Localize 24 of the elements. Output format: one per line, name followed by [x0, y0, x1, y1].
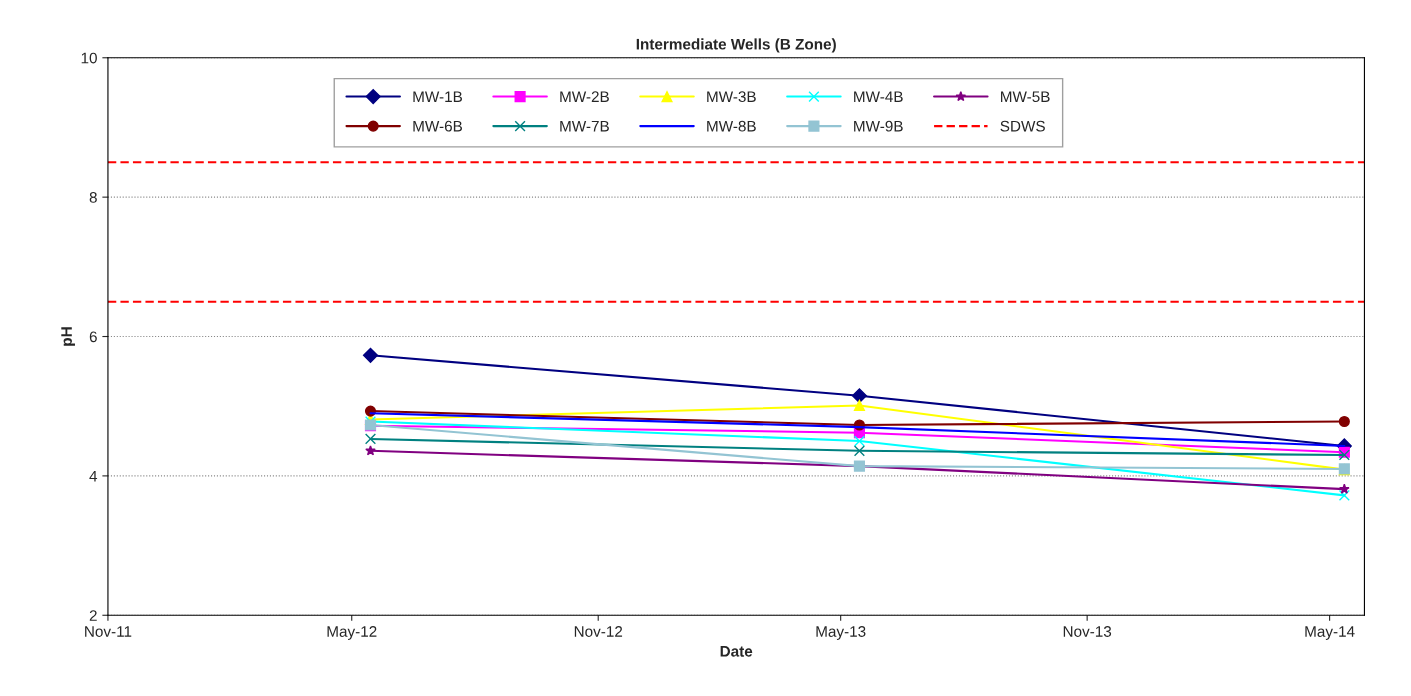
x-tick-label: May-12 — [327, 626, 377, 640]
y-tick-label: 10 — [81, 52, 97, 64]
y-tick-label: 6 — [89, 331, 97, 343]
x-tick-label: May-13 — [816, 626, 866, 640]
x-tick-label: Nov-13 — [1063, 626, 1112, 637]
x-tick-label: May-14 — [1305, 626, 1355, 640]
legend-label: MW-2B — [560, 91, 609, 102]
chart-title: Intermediate Wells (B Zone) — [636, 38, 836, 53]
x-tick-label: Nov-12 — [574, 626, 623, 637]
y-tick-label: 8 — [89, 192, 97, 203]
y-tick-label: 2 — [89, 610, 97, 621]
legend-label: SDWS — [1000, 120, 1045, 132]
legend-label: MW-4B — [854, 91, 903, 102]
y-tick-label: 4 — [89, 470, 98, 482]
legend-label: MW-3B — [707, 91, 756, 103]
legend-label: MW-6B — [413, 120, 463, 132]
legend-label: MW-9B — [854, 120, 903, 132]
legend-label: MW-8B — [707, 120, 756, 132]
legend-label: MW-7B — [560, 120, 609, 132]
y-axis-title: pH — [61, 327, 75, 346]
x-axis-title: Date — [720, 646, 753, 657]
legend-label: MW-1B — [413, 91, 463, 102]
legend-label: MW-5B — [1001, 91, 1050, 103]
x-tick-label: Nov-11 — [85, 626, 132, 637]
